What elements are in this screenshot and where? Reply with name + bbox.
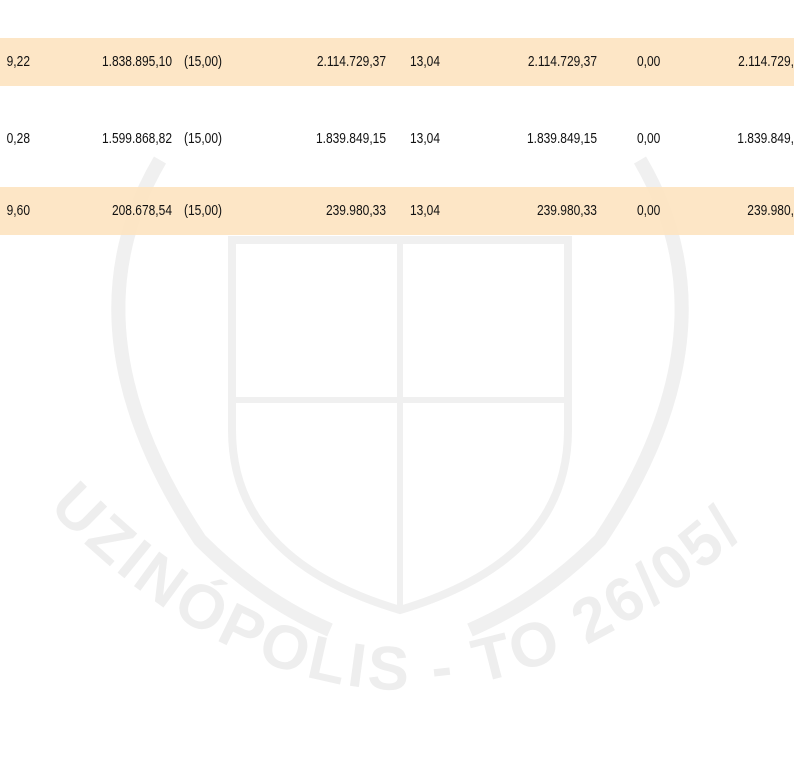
table-cell: 239.980,33 [537,202,597,219]
table-cell: 9,22 [7,53,30,70]
table-cell: 239.980,33 [326,202,386,219]
table-cell: 239.980, [747,202,794,219]
shield-divider [232,240,568,610]
table-cell: 13,04 [410,202,440,219]
table-cell: 13,04 [410,130,440,147]
page: LUZINÓPOLIS - TO 26/05/94 9,221.838.895,… [0,0,794,764]
table-cell: (15,00) [184,53,222,70]
table-cell: 13,04 [410,53,440,70]
table-cell: 1.599.868,82 [102,130,172,147]
table-cell: 0,00 [637,202,661,219]
table-cell: 9,60 [7,202,31,219]
table-cell: 1.838.895,10 [102,53,172,70]
table-row: 0,28 1.599.868,82 (15,00) 1.839.849,15 13,04… [7,130,794,147]
table-cell: 2.114.729, [738,53,794,70]
table-cell: 208.678,54 [112,202,172,219]
table-cell: 0,28 [7,130,30,147]
table-cell: (15,00) [184,202,222,219]
table-cell: 2.114.729,37 [528,53,597,70]
table-cell: 2.114.729,37 [317,53,386,70]
table-cell: 0,00 [637,53,661,70]
table-cell: (15,00) [184,130,222,147]
table-cell: 1.839.849, [737,130,794,147]
table: 9,22 1.838.895,10 (15,00) 2.114.729,37 13,04… [0,38,794,235]
table-cell: 1.839.849,15 [527,130,597,147]
table-cell: 0,00 [637,130,661,147]
table-cell: 1.839.849,15 [316,130,386,147]
